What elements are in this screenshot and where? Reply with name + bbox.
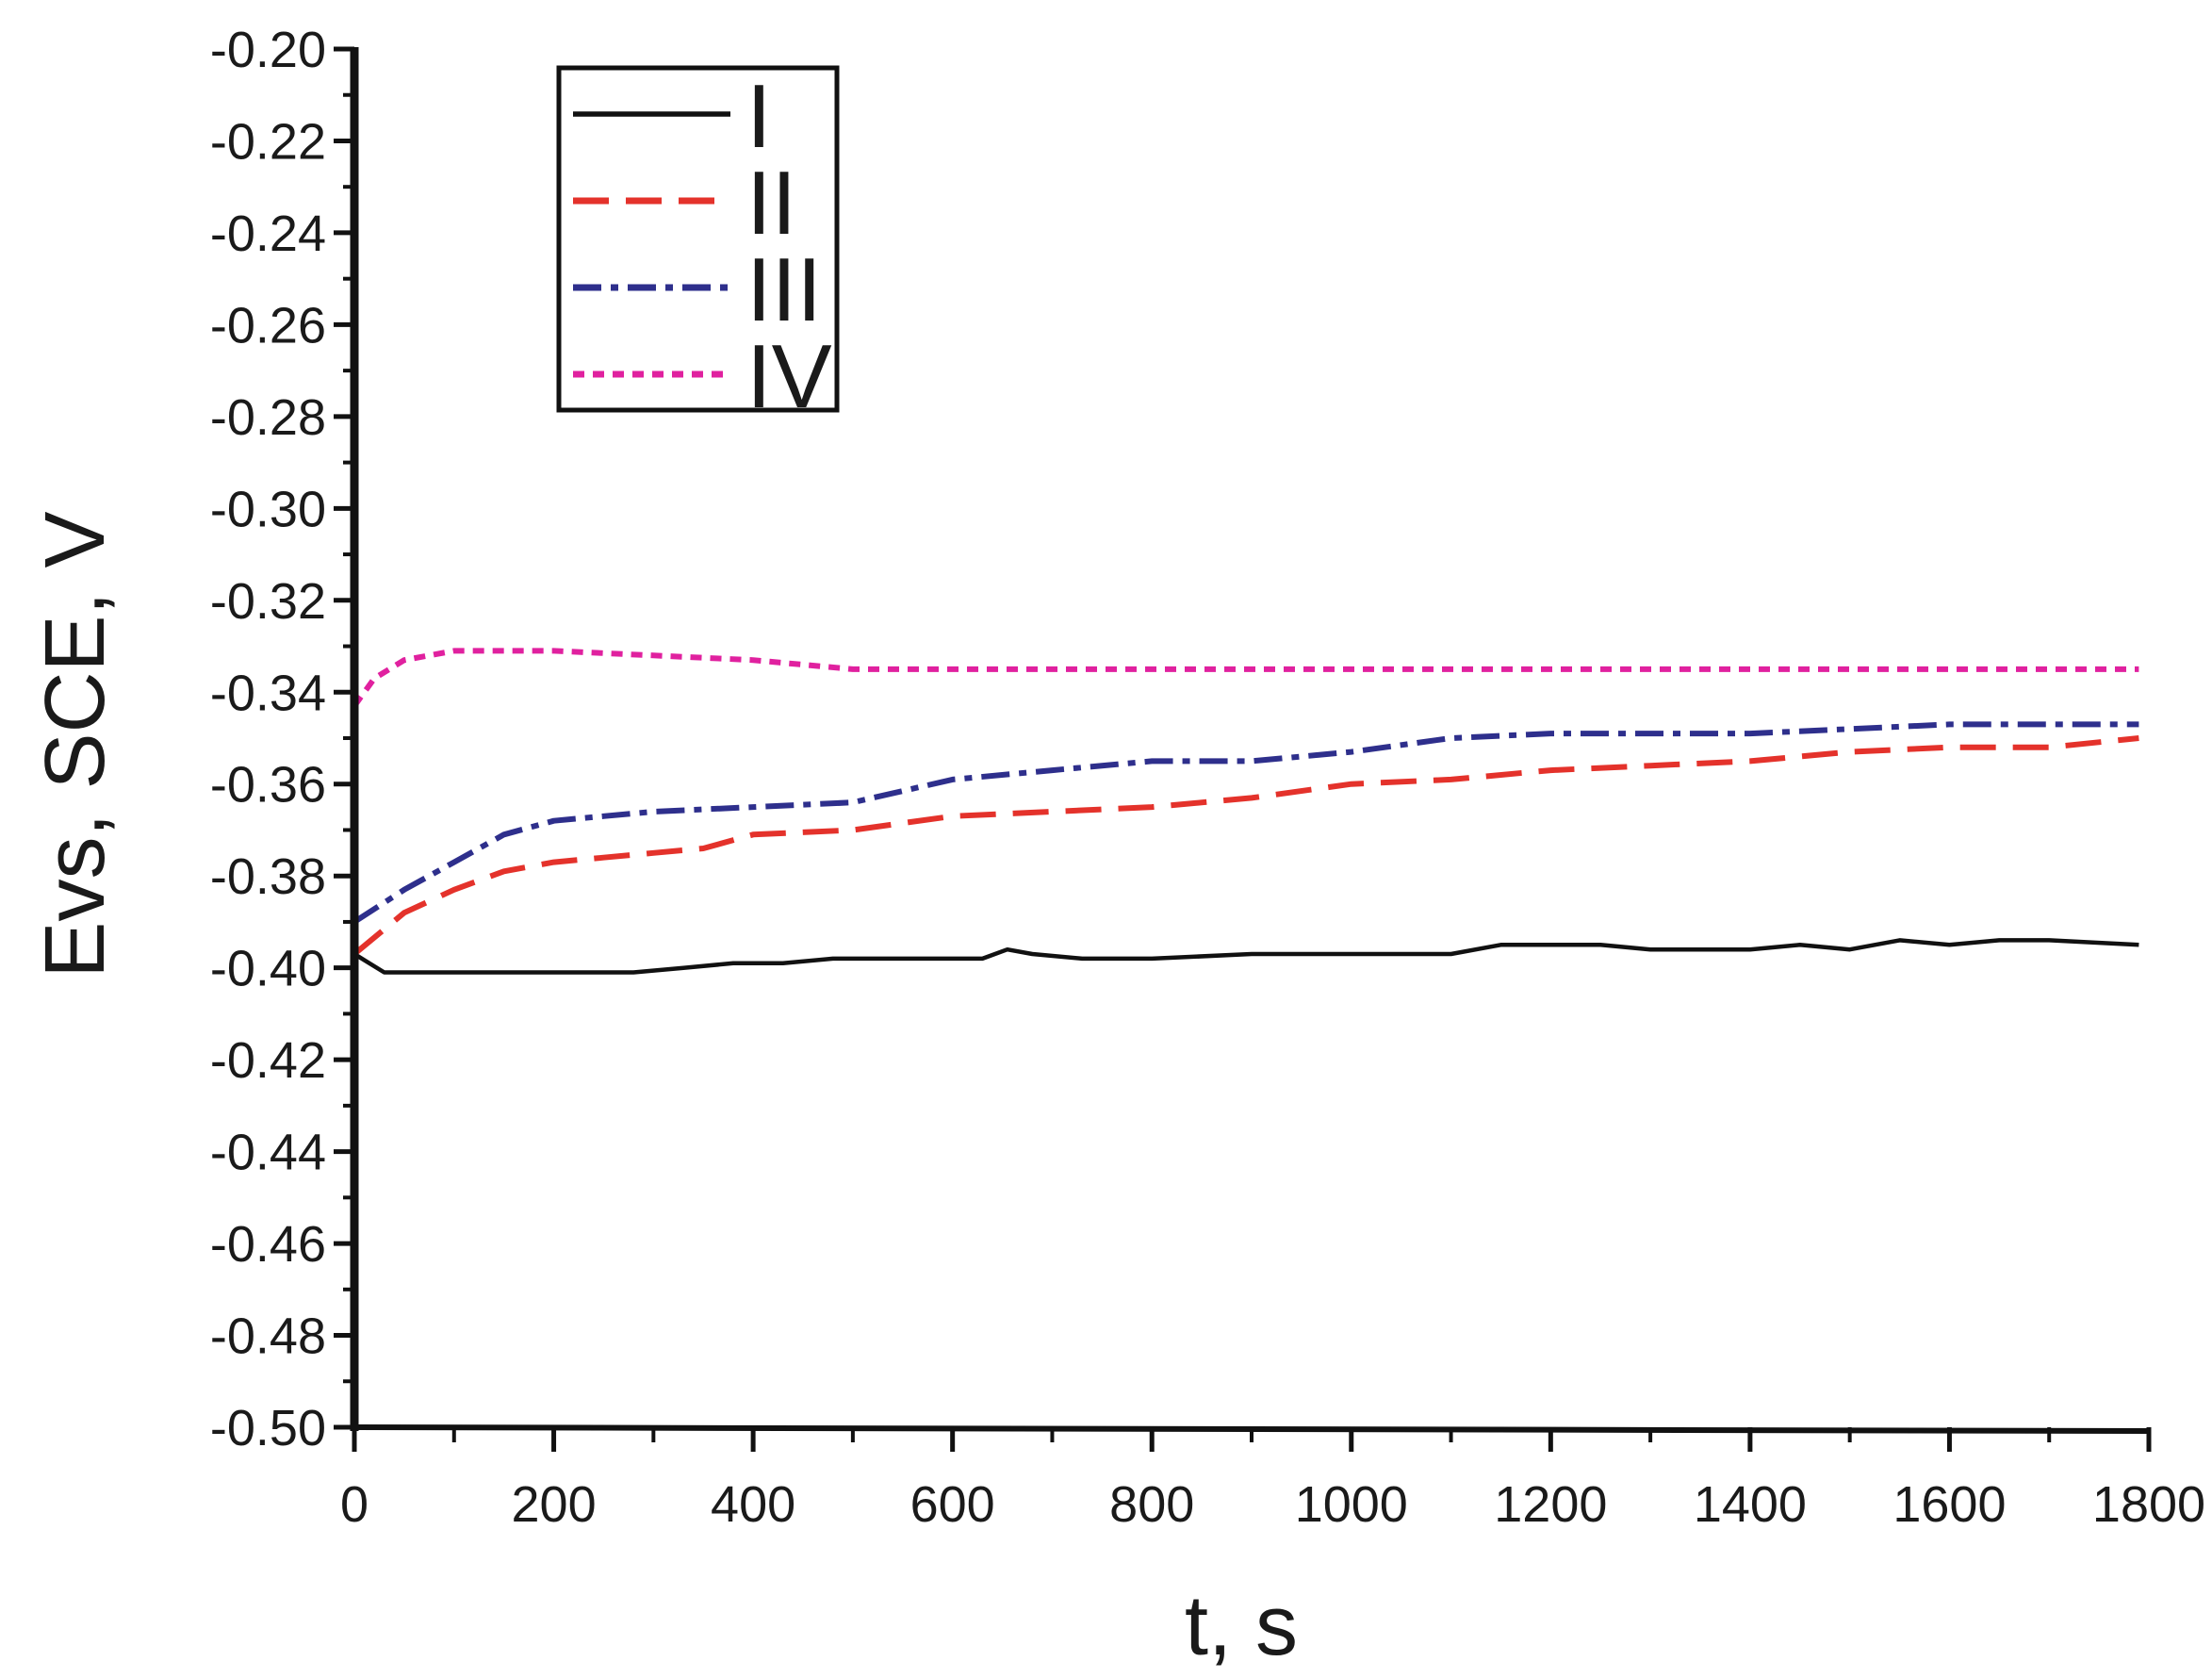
legend-box bbox=[556, 65, 840, 413]
x-tick-label: 1200 bbox=[1494, 1476, 1607, 1533]
y-tick-label: -0.46 bbox=[210, 1216, 326, 1273]
x-tick-label: 800 bbox=[1109, 1476, 1194, 1533]
x-axis-title: t, s bbox=[1185, 1579, 1298, 1673]
y-tick-label: -0.20 bbox=[210, 22, 326, 78]
y-tick-label: -0.34 bbox=[210, 665, 326, 721]
y-tick-label: -0.28 bbox=[210, 389, 326, 446]
x-tick-labels: 0 200 400 600 800 1000 1200 1400 1600 1800 bbox=[340, 1476, 2205, 1533]
y-tick-label: -0.42 bbox=[210, 1032, 326, 1089]
series-line-iv bbox=[352, 648, 2139, 708]
y-tick-label: -0.48 bbox=[210, 1308, 326, 1365]
axes bbox=[350, 47, 2150, 1434]
y-tick-label: -0.26 bbox=[210, 297, 326, 354]
y-tick-label: -0.22 bbox=[210, 113, 326, 170]
series-line-iii bbox=[352, 721, 2139, 925]
x-tick-label: 0 bbox=[340, 1476, 369, 1533]
x-axis-line bbox=[350, 1424, 2150, 1434]
y-tick-label: -0.24 bbox=[210, 206, 326, 262]
y-tick-label: -0.44 bbox=[210, 1125, 326, 1181]
series-lines bbox=[352, 648, 2139, 975]
y-axis-title: Evs, SCE, V bbox=[28, 511, 123, 978]
legend-label-iv: IV bbox=[746, 326, 832, 427]
y-tick-label: -0.50 bbox=[210, 1400, 326, 1456]
x-tick-label: 600 bbox=[910, 1476, 995, 1533]
x-tick-label: 200 bbox=[512, 1476, 597, 1533]
series-line-ii bbox=[352, 735, 2139, 957]
legend-label-ii: II bbox=[746, 153, 796, 254]
y-tick-label: -0.32 bbox=[210, 573, 326, 630]
x-tick-label: 1800 bbox=[2092, 1476, 2205, 1533]
y-tick-label: -0.38 bbox=[210, 848, 326, 905]
x-tick-label: 400 bbox=[711, 1476, 795, 1533]
y-tick-labels: -0.50 -0.48 -0.46 -0.44 -0.42 -0.40 -0.38 -0.36… bbox=[210, 22, 326, 1456]
x-tick-label: 1000 bbox=[1295, 1476, 1408, 1533]
y-tick-label: -0.40 bbox=[210, 941, 326, 997]
series-line-i bbox=[352, 938, 2139, 975]
legend-label-iii: III bbox=[746, 239, 822, 340]
x-tick-label: 1400 bbox=[1694, 1476, 1807, 1533]
y-tick-label: -0.36 bbox=[210, 757, 326, 814]
x-tick-label: 1600 bbox=[1892, 1476, 2006, 1533]
y-tick-label: -0.30 bbox=[210, 481, 326, 537]
legend-label-i: I bbox=[746, 66, 772, 167]
